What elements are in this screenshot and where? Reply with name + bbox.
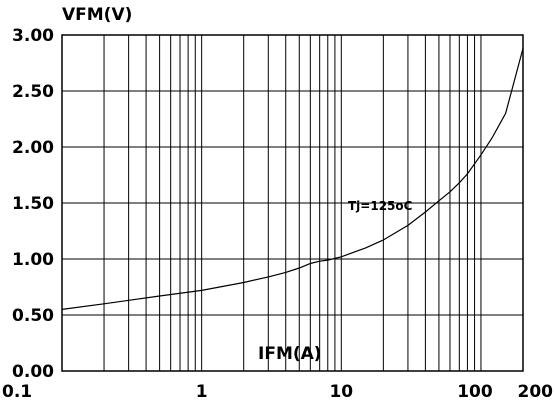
y-tick-label: 1.00 <box>12 250 54 270</box>
y-tick-label: 0.00 <box>12 362 54 382</box>
x-axis-title: IFM(A) <box>258 344 322 364</box>
series-line-tj125 <box>61 48 524 310</box>
y-axis-title: VFM(V) <box>62 5 132 25</box>
y-tick-label: 2.00 <box>12 138 54 158</box>
x-tick-label: 100 <box>457 382 493 402</box>
x-tick-labels: 0.1 1 10 100 200 <box>2 382 553 402</box>
y-tick-label: 3.00 <box>12 26 54 46</box>
grid-lines <box>61 34 524 372</box>
x-tick-label: 200 <box>518 382 554 402</box>
y-tick-label: 0.50 <box>12 306 54 326</box>
plot-frame <box>61 34 524 372</box>
series-label: Tj=125oC <box>348 199 413 213</box>
x-tick-label: 10 <box>329 382 353 402</box>
y-tick-label: 1.50 <box>12 194 54 214</box>
y-tick-labels: 0.00 0.50 1.00 1.50 2.00 2.50 3.00 <box>12 26 54 382</box>
x-tick-label: 1 <box>196 382 208 402</box>
x-tick-label: 0.1 <box>2 382 32 402</box>
y-tick-label: 2.50 <box>12 82 54 102</box>
